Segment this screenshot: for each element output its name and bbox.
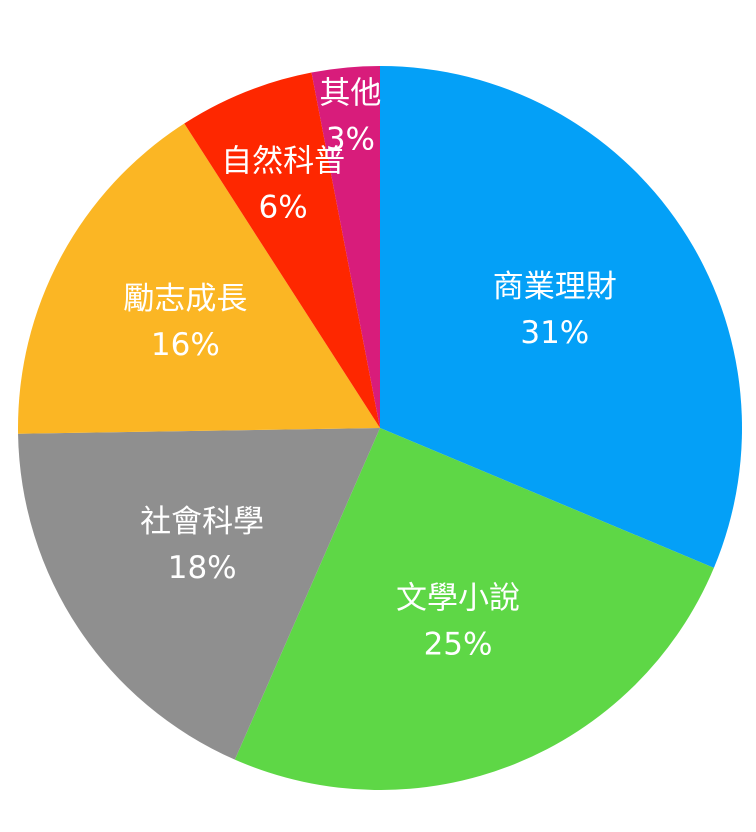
pie-slice	[380, 66, 743, 568]
slice-category-label: 商業理財	[493, 269, 617, 305]
slice-percent-label: 6%	[259, 190, 308, 226]
pie-slice	[18, 428, 381, 760]
pie-slice	[184, 72, 380, 428]
slice-percent-label: 3%	[326, 122, 375, 158]
slice-category-label: 自然科普	[221, 144, 345, 180]
slice-percent-label: 16%	[151, 327, 220, 363]
pie-labels: 商業理財 31% 文學小說 25% 社會科學 18% 勵志成長 16% 自然科普 6% 其他 3%	[123, 76, 616, 663]
pie-slices	[18, 66, 743, 791]
pie-slice	[311, 66, 380, 428]
slice-percent-label: 31%	[520, 315, 589, 351]
slice-percent-label: 18%	[168, 550, 237, 586]
slice-category-label: 文學小說	[396, 580, 520, 616]
slice-category-label: 社會科學	[140, 504, 264, 540]
slice-category-label: 其他	[319, 76, 381, 112]
slice-category-label: 勵志成長	[123, 281, 247, 317]
slice-percent-label: 25%	[424, 626, 493, 662]
pie-slice	[234, 428, 714, 791]
pie-slice	[18, 123, 381, 434]
